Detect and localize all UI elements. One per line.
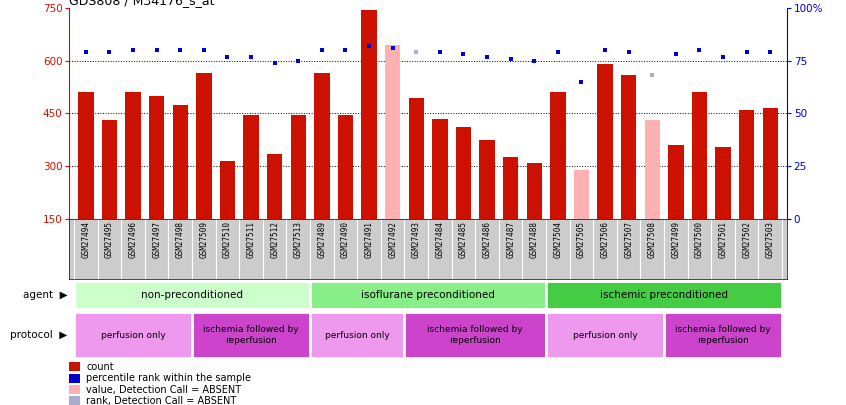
Bar	[196, 73, 212, 219]
Text: GSM27487: GSM27487	[506, 221, 515, 258]
Text: GSM27499: GSM27499	[672, 221, 680, 258]
Bar	[546, 312, 664, 358]
Bar	[550, 92, 565, 219]
Bar	[173, 104, 188, 219]
Bar	[526, 162, 542, 219]
Text: GSM27501: GSM27501	[718, 221, 728, 258]
Text: GSM27493: GSM27493	[412, 221, 420, 258]
Bar	[574, 170, 589, 219]
Bar	[739, 110, 755, 219]
Text: GSM27513: GSM27513	[294, 221, 303, 258]
Bar	[361, 10, 376, 219]
Text: perfusion only: perfusion only	[573, 330, 637, 340]
Bar	[668, 145, 684, 219]
Text: protocol  ▶: protocol ▶	[10, 330, 68, 340]
Bar	[432, 119, 448, 219]
Bar	[692, 92, 707, 219]
Bar	[480, 140, 495, 219]
Text: ischemia followed by
reperfusion: ischemia followed by reperfusion	[675, 326, 771, 345]
Text: non-preconditioned: non-preconditioned	[141, 290, 243, 300]
Bar	[314, 73, 330, 219]
Bar	[220, 161, 235, 219]
Bar	[456, 128, 471, 219]
Text: GSM27510: GSM27510	[223, 221, 232, 258]
Bar	[102, 120, 117, 219]
Text: value, Detection Call = ABSENT: value, Detection Call = ABSENT	[86, 385, 241, 394]
Text: count: count	[86, 362, 114, 372]
Text: GSM27492: GSM27492	[388, 221, 397, 258]
Text: GSM27507: GSM27507	[624, 221, 633, 258]
Text: isoflurane preconditioned: isoflurane preconditioned	[361, 290, 495, 300]
Text: GSM27505: GSM27505	[577, 221, 586, 258]
Bar	[310, 281, 546, 309]
Text: agent  ▶: agent ▶	[23, 290, 68, 300]
Text: GSM27508: GSM27508	[648, 221, 656, 258]
Text: GSM27504: GSM27504	[553, 221, 563, 258]
Text: GSM27491: GSM27491	[365, 221, 374, 258]
Text: perfusion only: perfusion only	[325, 330, 390, 340]
Text: GSM27497: GSM27497	[152, 221, 162, 258]
Text: GSM27511: GSM27511	[246, 221, 255, 258]
Bar	[621, 75, 636, 219]
Bar	[409, 98, 424, 219]
Text: GSM27489: GSM27489	[317, 221, 327, 258]
Text: GSM27484: GSM27484	[436, 221, 444, 258]
Text: GSM27495: GSM27495	[105, 221, 114, 258]
Text: percentile rank within the sample: percentile rank within the sample	[86, 373, 251, 383]
Bar	[267, 154, 283, 219]
Text: ischemia followed by
reperfusion: ischemia followed by reperfusion	[427, 326, 523, 345]
Text: GSM27494: GSM27494	[81, 221, 91, 258]
Bar	[597, 64, 613, 219]
Text: GSM27490: GSM27490	[341, 221, 350, 258]
Bar	[404, 312, 546, 358]
Bar	[338, 115, 353, 219]
Text: GSM27485: GSM27485	[459, 221, 468, 258]
Text: GSM27496: GSM27496	[129, 221, 138, 258]
Bar	[78, 92, 94, 219]
Bar	[385, 45, 400, 219]
Bar	[310, 312, 404, 358]
Text: GSM27488: GSM27488	[530, 221, 539, 258]
Bar	[74, 281, 310, 309]
Text: perfusion only: perfusion only	[101, 330, 166, 340]
Text: GSM27486: GSM27486	[482, 221, 492, 258]
Text: ischemic preconditioned: ischemic preconditioned	[600, 290, 728, 300]
Text: GSM27500: GSM27500	[695, 221, 704, 258]
Text: GSM27503: GSM27503	[766, 221, 775, 258]
Bar	[192, 312, 310, 358]
Bar	[546, 281, 782, 309]
Text: rank, Detection Call = ABSENT: rank, Detection Call = ABSENT	[86, 396, 237, 405]
Bar	[149, 96, 164, 219]
Text: GSM27512: GSM27512	[270, 221, 279, 258]
Bar	[762, 108, 778, 219]
Bar	[74, 312, 192, 358]
Bar	[125, 92, 140, 219]
Text: GSM27506: GSM27506	[601, 221, 610, 258]
Text: GSM27498: GSM27498	[176, 221, 184, 258]
Bar	[716, 147, 731, 219]
Text: GSM27502: GSM27502	[742, 221, 751, 258]
Text: ischemia followed by
reperfusion: ischemia followed by reperfusion	[203, 326, 299, 345]
Bar	[503, 157, 519, 219]
Text: GSM27509: GSM27509	[200, 221, 208, 258]
Bar	[664, 312, 782, 358]
Bar	[645, 120, 660, 219]
Bar	[244, 115, 259, 219]
Bar	[291, 115, 306, 219]
Text: GDS808 / M34176_s_at: GDS808 / M34176_s_at	[69, 0, 215, 7]
